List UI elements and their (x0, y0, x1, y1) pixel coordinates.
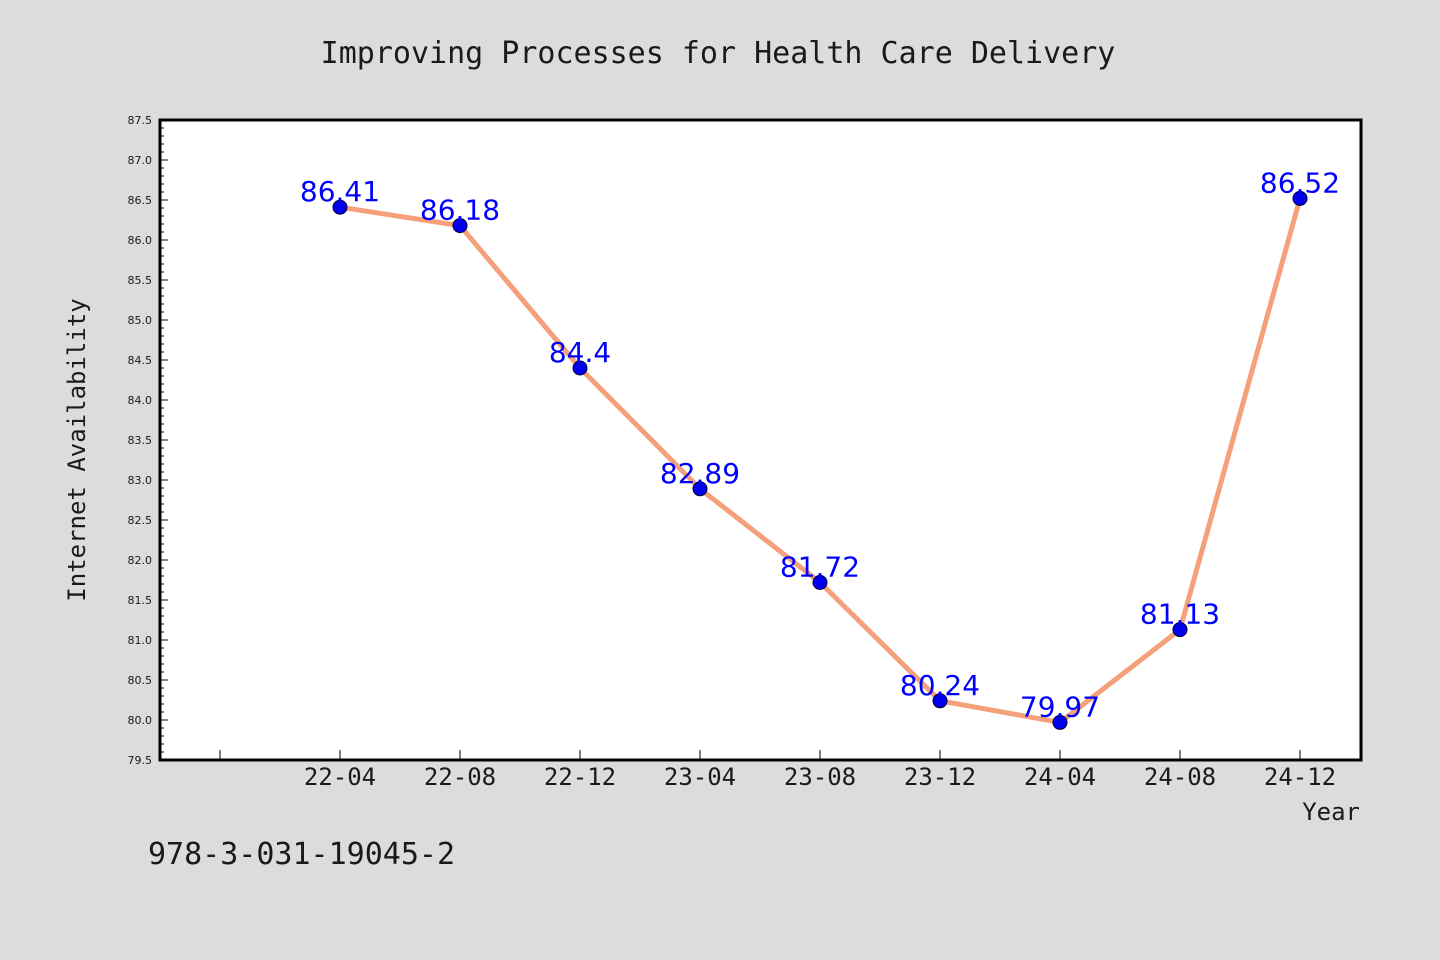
x-axis-label: Year (1302, 798, 1360, 826)
data-point (812, 574, 828, 590)
data-label: 81.72 (780, 550, 860, 583)
y-axis: 79.5 80.0 80.5 81.0 81.5 82.0 82.5 83.0 83.5 84.0… (128, 114, 168, 767)
y-tick-label: 82.5 (128, 514, 153, 527)
data-label: 82.89 (660, 457, 740, 490)
chart-title: Improving Processes for Health Care Deli… (321, 36, 1116, 71)
data-label: 86.52 (1260, 166, 1340, 199)
data-label: 81.13 (1140, 598, 1220, 631)
x-tick-label: 24-08 (1144, 763, 1216, 791)
data-point (1172, 622, 1188, 638)
y-tick-label: 87.5 (128, 114, 153, 127)
x-tick-label: 23-12 (904, 763, 976, 791)
y-tick-label: 83.0 (128, 474, 153, 487)
data-label: 84.4 (549, 336, 611, 369)
data-label: 86.18 (420, 194, 500, 227)
x-tick-label: 22-12 (544, 763, 616, 791)
footer-text: 978-3-031-19045-2 (148, 837, 455, 872)
plot-area (158, 118, 1363, 762)
data-point (1052, 714, 1068, 730)
data-point (332, 199, 348, 215)
y-tick-label: 86.5 (128, 194, 153, 207)
y-tick-label: 81.5 (128, 594, 153, 607)
y-tick-label: 81.0 (128, 634, 153, 647)
y-tick-label: 84.5 (128, 354, 153, 367)
y-tick-label: 84.0 (128, 394, 153, 407)
data-labels: 86.41 86.18 84.4 82.89 81.72 80.24 79.97 81.13 8… (300, 166, 1340, 723)
data-point (932, 693, 948, 709)
data-point (692, 481, 708, 497)
y-tick-label: 82.0 (128, 554, 153, 567)
x-tick-label: 24-04 (1024, 763, 1096, 791)
y-tick-label: 80.0 (128, 714, 153, 727)
x-tick-label: 23-08 (784, 763, 856, 791)
y-tick-label: 85.0 (128, 314, 153, 327)
x-tick-label: 24-12 (1264, 763, 1336, 791)
x-axis: 22-04 22-08 22-12 23-04 23-08 23-12 24-04 24-08… (219, 750, 1336, 791)
y-tick-label: 80.5 (128, 674, 153, 687)
y-tick-label: 85.5 (128, 274, 153, 287)
data-point (452, 218, 468, 234)
data-point (1292, 190, 1308, 206)
y-tick-label: 79.5 (128, 754, 153, 767)
data-label: 80.24 (900, 669, 980, 702)
y-tick-label: 83.5 (128, 434, 153, 447)
series (332, 190, 1308, 730)
y-tick-label: 86.0 (128, 234, 153, 247)
data-label: 79.97 (1020, 690, 1100, 723)
x-tick-label: 22-04 (304, 763, 376, 791)
data-point (572, 360, 588, 376)
x-tick-label: 23-04 (664, 763, 736, 791)
x-tick-label: 22-08 (424, 763, 496, 791)
y-axis-label: Internet Availability (63, 298, 91, 601)
y-tick-label: 87.0 (128, 154, 153, 167)
data-label: 86.41 (300, 175, 380, 208)
